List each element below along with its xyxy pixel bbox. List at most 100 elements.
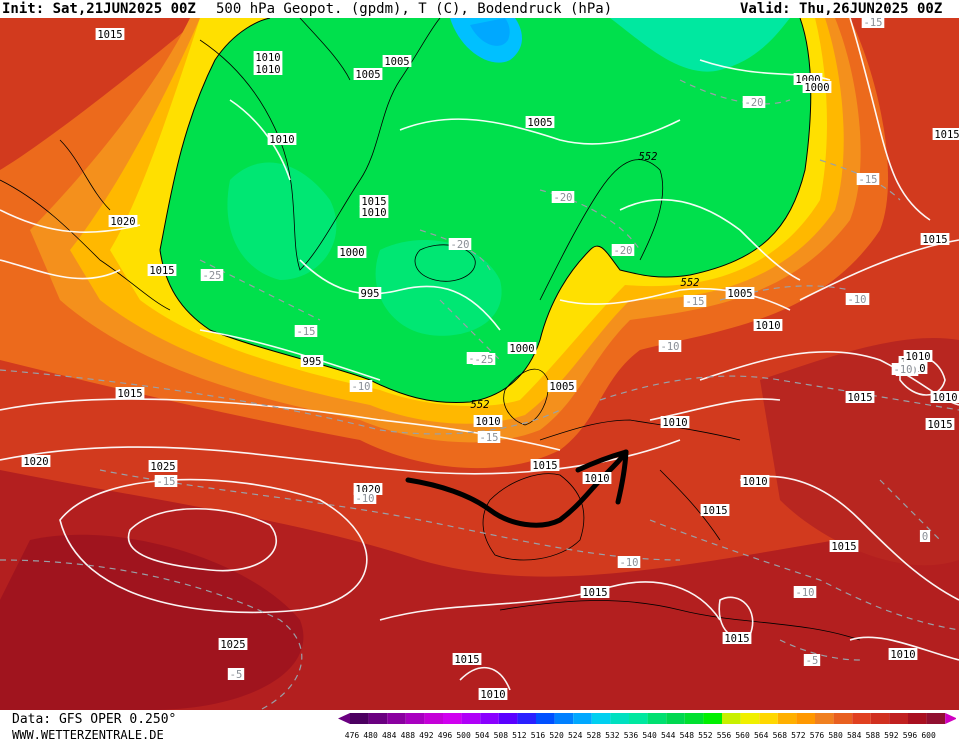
temperature-label: -10 xyxy=(848,294,867,306)
plabels-bg xyxy=(700,504,730,516)
coastlines xyxy=(0,18,861,641)
pressure-label: 1020 xyxy=(110,216,135,228)
plabels-bg xyxy=(932,128,959,140)
geopot-label: 552 xyxy=(681,277,700,289)
plabels-bg xyxy=(802,81,832,93)
pressure-label: 1000 xyxy=(339,247,364,259)
colorbar-tick-label: 488 xyxy=(401,731,416,740)
colorbar-tick-label: 532 xyxy=(605,731,620,740)
tlabels-bg xyxy=(856,173,880,185)
pressure-label: 995 xyxy=(303,356,322,368)
temperature-label: 0 xyxy=(922,531,928,543)
pressure-label: 1010 xyxy=(755,320,780,332)
pressure-label: 1025 xyxy=(150,461,175,473)
tlabels-bg xyxy=(919,530,931,542)
pressure-label: 1015 xyxy=(847,392,872,404)
temperature-label: -25 xyxy=(475,354,494,366)
colorbar-swatch xyxy=(387,713,406,724)
temperature-label: -25 xyxy=(203,270,222,282)
plabels-bg xyxy=(147,264,177,276)
tlabels-bg xyxy=(154,475,178,487)
colorbar-tick-label: 508 xyxy=(494,731,509,740)
tlabels-bg xyxy=(200,269,224,281)
temperature-label: -10 xyxy=(352,381,371,393)
temperature-label: -10 xyxy=(894,364,913,376)
tlabels-bg xyxy=(353,492,377,504)
pressure-label: 1010 xyxy=(480,689,505,701)
tlabels-bg xyxy=(891,363,915,375)
pressure-label: 1010 xyxy=(662,417,687,429)
cold-core-1 xyxy=(227,162,337,280)
temperature-label: -5 xyxy=(230,669,243,681)
colorbar-tick-label: 512 xyxy=(512,731,527,740)
pressure-label: 1010 xyxy=(255,52,280,64)
plabels-bg xyxy=(530,459,560,471)
colorbar-swatch xyxy=(405,713,425,724)
temperature-label: -15 xyxy=(297,326,316,338)
colorbar-swatch xyxy=(461,713,481,724)
tlabels-bg xyxy=(611,244,635,256)
pressure-label: 1015 xyxy=(117,388,142,400)
pressure-label: 1015 xyxy=(454,654,479,666)
tlabels-bg xyxy=(349,380,373,392)
colorbar-swatch xyxy=(591,713,611,724)
plabels-bg xyxy=(845,391,875,403)
colorbar-tick-label: 476 xyxy=(345,731,360,740)
pressure-label: 1000 xyxy=(509,343,534,355)
plabels-bg xyxy=(920,233,950,245)
colorbar-tick-label: 516 xyxy=(531,731,546,740)
chart-title: 500 hPa Geopot. (gpdm), T (C), Bodendruc… xyxy=(216,1,613,17)
geopotential-labels: 552 552 552 xyxy=(471,151,700,411)
colorbar-swatch xyxy=(870,713,890,724)
geopot-552-contour xyxy=(159,18,812,404)
colorbar-swatch xyxy=(368,713,388,724)
geopot-label: 552 xyxy=(639,151,658,163)
colorbar-tick-label: 536 xyxy=(624,731,639,740)
plabels-bg xyxy=(359,206,389,218)
plabels-bg xyxy=(115,387,145,399)
colorbar-tick-label: 580 xyxy=(828,731,843,740)
hottest-field-sw xyxy=(0,534,304,710)
plabels-bg xyxy=(725,287,755,299)
tlabels-bg xyxy=(294,325,318,337)
tlabels-bg xyxy=(803,654,821,666)
pressure-label: 1005 xyxy=(527,117,552,129)
plabels-bg xyxy=(95,28,125,40)
colorbar-swatch xyxy=(796,713,815,724)
plabels-bg xyxy=(253,51,283,63)
temperature-label: -15 xyxy=(864,18,883,29)
isobars xyxy=(0,18,959,691)
colorbar-tick-label: 552 xyxy=(698,731,713,740)
hot-field-east xyxy=(760,338,959,566)
plabels-bg xyxy=(359,195,389,207)
colorbar-tick-label: 560 xyxy=(735,731,750,740)
colorbar-swatch xyxy=(852,713,871,724)
colorbar-tick-label: 484 xyxy=(382,731,397,740)
pressure-label: 1015 xyxy=(532,460,557,472)
plabels-bg xyxy=(507,342,537,354)
plabels-bg xyxy=(358,287,382,299)
tlabels-bg xyxy=(658,340,682,352)
colorbar-swatch xyxy=(536,713,555,724)
pressure-label: 1010 xyxy=(255,64,280,76)
pressure-label: 1005 xyxy=(355,69,380,81)
plabels-bg xyxy=(452,653,482,665)
colorbar-swatch xyxy=(889,713,908,724)
pressure-label: 1015 xyxy=(97,29,122,41)
colorbar-swatch xyxy=(610,713,629,724)
colorbar-swatch xyxy=(908,713,927,724)
tlabels-bg xyxy=(477,431,501,443)
tlabels-bg xyxy=(227,668,245,680)
plabels-bg xyxy=(580,586,610,598)
colorbar-tick-label: 596 xyxy=(903,731,918,740)
tlabels-bg xyxy=(551,191,575,203)
colorbar-swatch xyxy=(443,713,462,724)
plabels-bg xyxy=(903,350,933,362)
colorbar-tick-label: 544 xyxy=(661,731,676,740)
colorbar-tick-label: 556 xyxy=(717,731,732,740)
tlabels-bg xyxy=(861,18,885,28)
plabels-bg xyxy=(148,460,178,472)
colorbar-swatch xyxy=(833,713,853,724)
